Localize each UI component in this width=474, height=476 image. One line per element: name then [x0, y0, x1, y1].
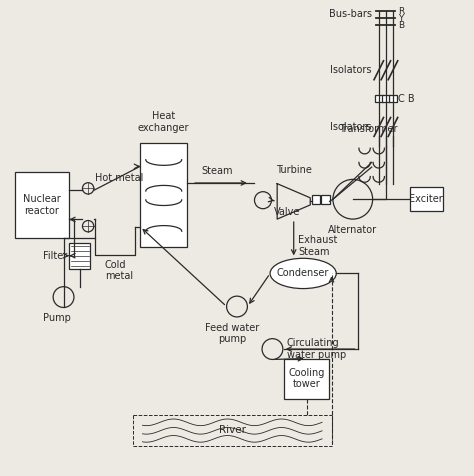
Text: Circulating
water pump: Circulating water pump: [287, 338, 346, 360]
Text: Hot metal: Hot metal: [95, 173, 144, 183]
Text: Steam: Steam: [201, 166, 233, 176]
Text: R: R: [398, 7, 404, 16]
Text: Filter: Filter: [43, 251, 67, 261]
Text: Heat
exchanger: Heat exchanger: [138, 111, 190, 133]
Text: Nuclear
reactor: Nuclear reactor: [23, 194, 61, 216]
Ellipse shape: [270, 258, 336, 288]
Text: B: B: [398, 21, 404, 30]
Text: C B: C B: [398, 94, 414, 104]
Bar: [140, 143, 187, 248]
Text: Feed water
pump: Feed water pump: [205, 323, 259, 344]
Text: Transformer: Transformer: [338, 124, 397, 134]
Text: Valve: Valve: [274, 207, 300, 217]
Text: River: River: [219, 426, 246, 436]
Text: Turbine: Turbine: [276, 165, 311, 175]
Bar: [15, 172, 69, 238]
Text: Exhaust
Steam: Exhaust Steam: [299, 236, 338, 257]
Text: Cold
metal: Cold metal: [105, 260, 133, 281]
Bar: [410, 188, 443, 211]
Text: Y: Y: [398, 14, 403, 23]
Text: Pump: Pump: [43, 313, 71, 323]
Text: Bus-bars: Bus-bars: [328, 9, 372, 19]
Text: Isolators: Isolators: [330, 65, 372, 75]
Text: Exciter: Exciter: [409, 194, 443, 204]
Bar: [312, 195, 320, 204]
Text: Alternator: Alternator: [328, 225, 377, 235]
Bar: [69, 243, 91, 269]
Bar: [321, 195, 329, 204]
Text: Condenser: Condenser: [277, 268, 329, 278]
Bar: [389, 95, 397, 102]
Bar: [382, 95, 390, 102]
Text: Isolators: Isolators: [330, 122, 372, 132]
Text: Cooling
tower: Cooling tower: [289, 368, 325, 389]
Bar: [284, 358, 329, 399]
Bar: [375, 95, 383, 102]
